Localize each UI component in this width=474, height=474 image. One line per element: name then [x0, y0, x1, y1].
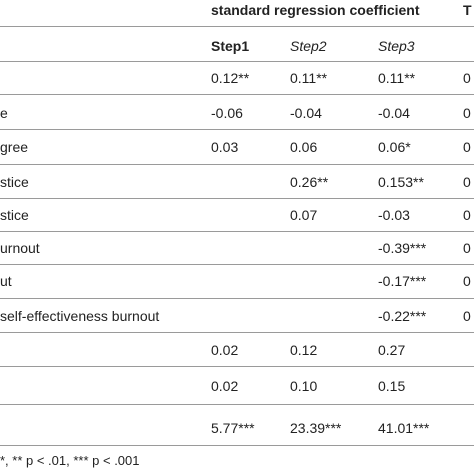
row-label: ut: [0, 273, 12, 289]
step3-header: Step3: [378, 38, 415, 54]
row-step2-value: 0.07: [290, 207, 318, 223]
row-step2-value: 0.12: [290, 342, 318, 358]
row-cut-value: 0: [463, 105, 471, 121]
row-cut-value: 0: [463, 70, 471, 86]
row-step2-value: 23.39***: [290, 420, 342, 436]
row-cut-value: 0: [463, 207, 471, 223]
row-step3-value: 0.27: [378, 342, 406, 358]
row-step3-value: 0.11**: [378, 70, 416, 86]
row-step1-value: 5.77***: [211, 420, 255, 436]
row-step3-value: -0.03: [378, 207, 410, 223]
row-step3-value: -0.22***: [378, 308, 427, 324]
row-step2-value: 0.10: [290, 378, 318, 394]
header-divider-1: [0, 26, 474, 27]
row-step2-value: 0.26**: [290, 174, 329, 190]
row-step3-value: -0.39***: [378, 240, 427, 256]
row-divider: [0, 231, 474, 232]
header-divider-2: [0, 61, 474, 62]
row-label: self-effectiveness burnout: [0, 308, 160, 324]
row-label: stice: [0, 174, 29, 190]
row-step1-value: 0.02: [211, 378, 239, 394]
row-cut-value: 0: [463, 308, 471, 324]
table-bottom-rule: [0, 445, 474, 446]
row-step3-value: -0.04: [378, 105, 410, 121]
group-header: standard regression coefficient: [211, 2, 420, 18]
row-cut-value: 0: [463, 273, 471, 289]
row-divider: [0, 129, 474, 130]
row-step1-value: 0.02: [211, 342, 239, 358]
row-divider: [0, 298, 474, 299]
row-step3-value: 0.153**: [378, 174, 424, 190]
row-step1-value: -0.06: [211, 105, 243, 121]
row-step3-value: 0.15: [378, 378, 406, 394]
row-cut-value: 0: [463, 240, 471, 256]
row-label: urnout: [0, 240, 40, 256]
row-cut-value: 0: [463, 174, 471, 190]
row-step2-value: 0.06: [290, 139, 318, 155]
row-label: gree: [0, 139, 29, 155]
row-cut-value: 0: [463, 139, 471, 155]
row-divider: [0, 264, 474, 265]
row-divider: [0, 198, 474, 199]
step2-header: Step2: [290, 38, 327, 54]
row-divider: [0, 164, 474, 165]
row-step3-value: -0.17***: [378, 273, 427, 289]
row-label: stice: [0, 207, 29, 223]
row-step1-value: 0.12**: [211, 70, 250, 86]
row-divider: [0, 94, 474, 95]
row-divider: [0, 366, 474, 367]
row-divider: [0, 332, 474, 333]
row-step3-value: 41.01***: [378, 420, 430, 436]
cut-header: T: [463, 2, 472, 18]
row-label: e: [0, 105, 8, 121]
row-step1-value: 0.03: [211, 139, 239, 155]
row-divider: [0, 404, 474, 405]
row-step2-value: -0.04: [290, 105, 322, 121]
step1-header: Step1: [211, 38, 250, 54]
significance-note: *, ** p < .01, *** p < .001: [0, 453, 140, 468]
row-step3-value: 0.06*: [378, 139, 411, 155]
row-step2-value: 0.11**: [290, 70, 328, 86]
